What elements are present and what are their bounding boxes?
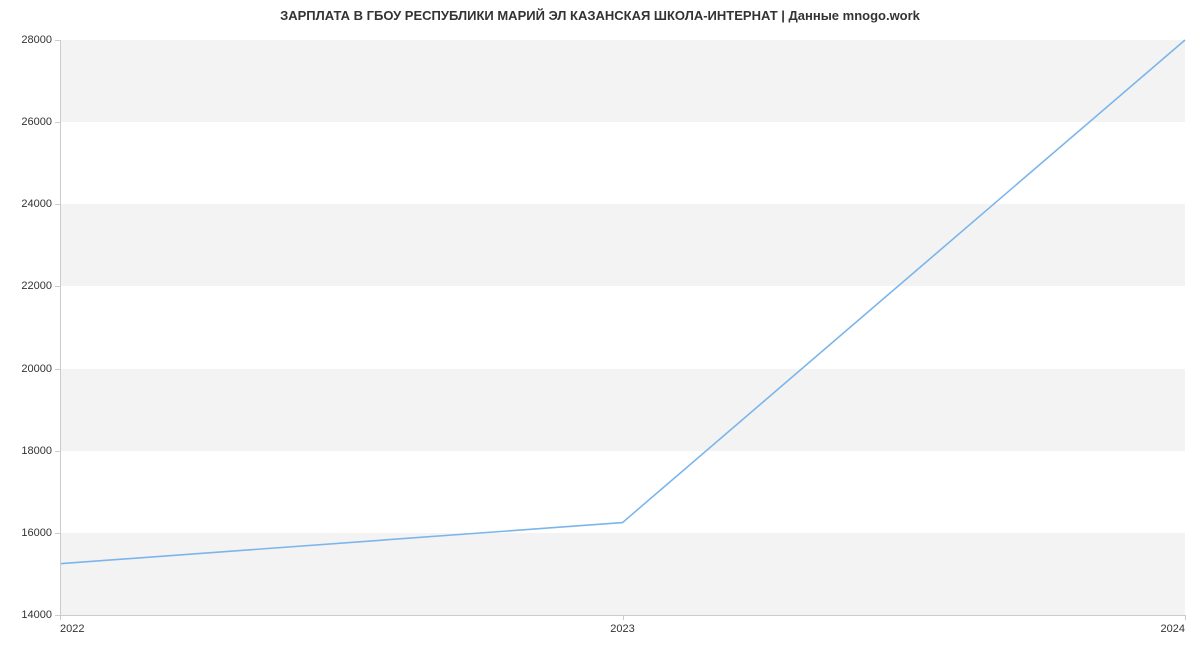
x-tick-label: 2022 [60,615,84,635]
y-tick-label: 24000 [21,198,60,210]
y-tick-label: 22000 [21,280,60,292]
salary-line-chart: ЗАРПЛАТА В ГБОУ РЕСПУБЛИКИ МАРИЙ ЭЛ КАЗА… [0,0,1200,650]
x-tick-label: 2023 [610,615,634,635]
y-tick-label: 16000 [21,527,60,539]
y-tick-label: 18000 [21,445,60,457]
line-layer [60,40,1185,615]
y-axis-line [60,40,61,615]
x-tick-label: 2024 [1161,615,1185,635]
plot-area: 1400016000180002000022000240002600028000… [60,40,1185,615]
y-tick-label: 26000 [21,116,60,128]
y-tick-label: 14000 [21,609,60,621]
y-tick-label: 28000 [21,34,60,46]
series-line-salary [60,40,1185,564]
x-tick [1185,615,1186,620]
y-tick-label: 20000 [21,363,60,375]
chart-title: ЗАРПЛАТА В ГБОУ РЕСПУБЛИКИ МАРИЙ ЭЛ КАЗА… [0,8,1200,23]
